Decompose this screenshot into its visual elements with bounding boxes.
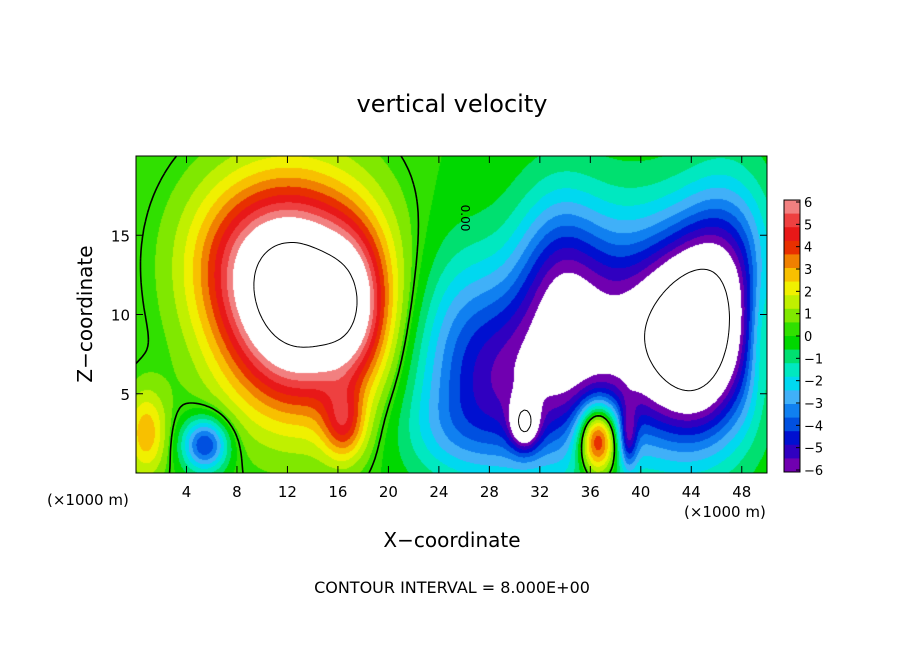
contour-interval-note: CONTOUR INTERVAL = 8.000E+00: [314, 578, 590, 597]
contour-line: [518, 268, 730, 433]
colorbar-label: −1: [804, 352, 823, 367]
colorbar-swatch: [784, 376, 800, 391]
x-tick-label-8: 8: [232, 483, 242, 501]
colorbar-swatch: [784, 254, 800, 269]
colorbar-label: −2: [804, 375, 823, 390]
colorbar-swatch: [784, 213, 800, 228]
y-axis-label: Z−coordinate: [73, 245, 97, 382]
colorbar-label: 3: [804, 263, 812, 278]
zero-contour-lines: [136, 156, 730, 473]
x-tick-label-4: 4: [182, 483, 192, 501]
y-tick-label-10: 10: [111, 307, 130, 325]
colorbar-swatch: [784, 322, 800, 337]
colorbar-swatch: [784, 390, 800, 405]
velocity-heatmap: [136, 156, 767, 473]
colorbar-swatch: [784, 227, 800, 242]
contour-label: 0.00: [458, 205, 472, 232]
colorbar-swatch: [784, 281, 800, 296]
colorbar-swatch: [784, 349, 800, 364]
colorbar-label: 2: [804, 285, 812, 300]
colorbar-label: 5: [804, 218, 812, 233]
colorbar: 6 5 4 3 2 1 0 −1 −2 −3 −4 −5 −6: [783, 196, 823, 479]
x-tick-label-48: 48: [732, 483, 751, 501]
colorbar-label: −4: [804, 419, 823, 434]
y-tick-label-5: 5: [120, 386, 130, 404]
x-unit-label-right: (×1000 m): [684, 503, 766, 521]
y-tick-label-15: 15: [111, 227, 130, 245]
plot-area: [136, 156, 767, 473]
x-tick-label-44: 44: [682, 483, 701, 501]
colorbar-swatch: [784, 336, 800, 351]
x-tick-label-12: 12: [278, 483, 297, 501]
colorbar-swatch: [784, 417, 800, 432]
contour-line: [136, 156, 616, 473]
colorbar-label: −3: [804, 397, 823, 412]
x-tick-label-40: 40: [631, 483, 650, 501]
colorbar-label: −5: [804, 442, 823, 457]
colorbar-label: 6: [804, 196, 812, 211]
colorbar-swatch: [784, 240, 800, 255]
colorbar-swatch: [784, 404, 800, 419]
x-axis: 4 8 12 16 20 24 28 32 36 40 44 48: [182, 156, 751, 501]
colorbar-label: 1: [804, 308, 812, 323]
colorbar-label: −6: [804, 464, 823, 479]
colorbar-swatch: [784, 268, 800, 283]
chart-title: vertical velocity: [357, 90, 548, 118]
x-tick-label-24: 24: [429, 483, 448, 501]
y-axis: 5 10 15: [111, 227, 767, 404]
x-tick-label-36: 36: [581, 483, 600, 501]
colorbar-swatch: [784, 363, 800, 378]
contour-line: [253, 242, 358, 348]
x-unit-label-left: (×1000 m): [47, 491, 129, 509]
colorbar-swatch: [784, 308, 800, 323]
colorbar-swatch: [784, 431, 800, 446]
colorbar-label: 0: [804, 330, 812, 345]
x-tick-label-28: 28: [480, 483, 499, 501]
colorbar-swatch: [784, 444, 800, 459]
x-tick-label-32: 32: [530, 483, 549, 501]
colorbar-label: 4: [804, 241, 812, 256]
colorbar-swatch: [784, 295, 800, 310]
x-axis-label: X−coordinate: [383, 528, 520, 552]
colorbar-swatch: [784, 200, 800, 215]
x-tick-label-16: 16: [328, 483, 347, 501]
colorbar-swatch: [784, 458, 800, 473]
x-tick-label-20: 20: [379, 483, 398, 501]
